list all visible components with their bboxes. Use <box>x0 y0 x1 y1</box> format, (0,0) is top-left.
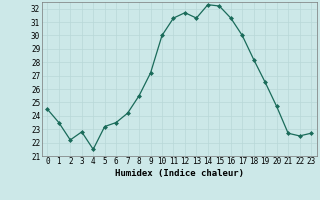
X-axis label: Humidex (Indice chaleur): Humidex (Indice chaleur) <box>115 169 244 178</box>
